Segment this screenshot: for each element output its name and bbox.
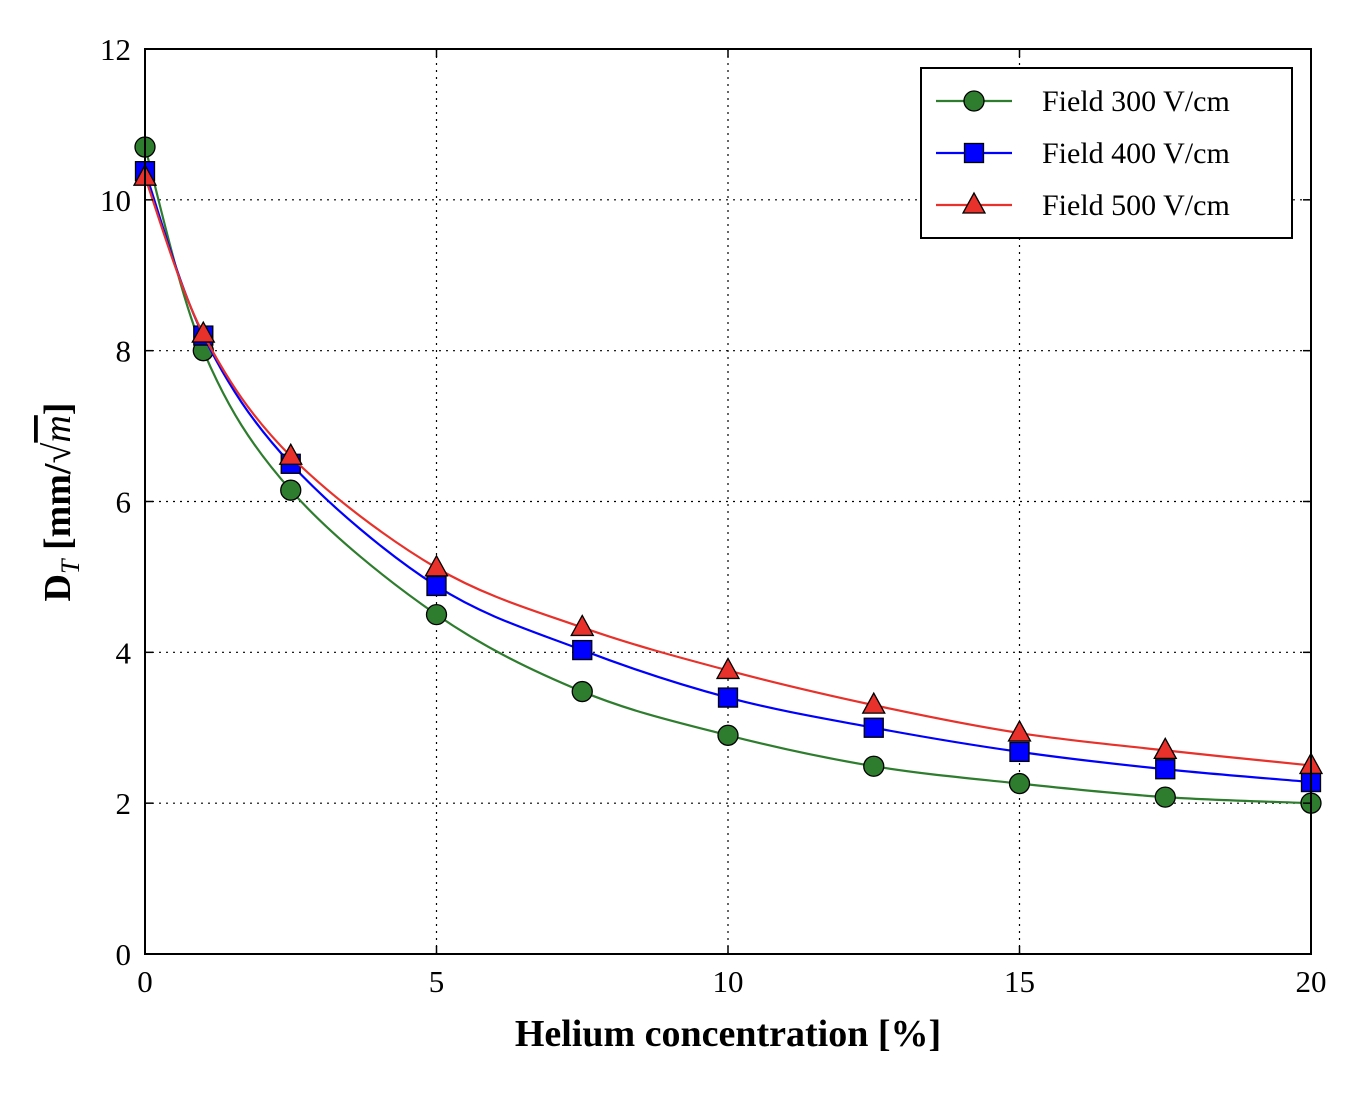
legend-marker [963, 90, 985, 112]
data-point-field-400-v-cm [572, 639, 593, 661]
data-point-field-500-v-cm [1153, 737, 1178, 760]
x-tick-label: 5 [429, 964, 445, 999]
x-tick-label: 15 [1004, 964, 1035, 999]
data-point-field-300-v-cm [425, 603, 448, 626]
y-axis-label: DT [mm/√m] [37, 403, 85, 602]
data-point-field-300-v-cm [280, 479, 302, 501]
legend-item-field-300-v-cm: Field 300 V/cm [936, 85, 1230, 118]
x-tick-label: 10 [713, 964, 744, 999]
series-line-field-400-v-cm [143, 170, 1312, 784]
data-point-field-300-v-cm [571, 680, 593, 703]
data-point-field-300-v-cm [717, 724, 739, 746]
legend-label: Field 500 V/cm [1042, 189, 1230, 222]
y-axis-label-variable: m [37, 415, 79, 442]
data-point-field-400-v-cm [426, 575, 447, 597]
legend-marker [963, 142, 985, 164]
data-point-field-500-v-cm [861, 691, 886, 714]
y-tick-label: 12 [100, 32, 131, 67]
data-point-field-300-v-cm [863, 755, 885, 777]
legend-label: Field 300 V/cm [1042, 85, 1230, 118]
data-point-field-500-v-cm [570, 614, 595, 637]
grid [145, 49, 1311, 954]
y-axis-label-unit-suffix: ] [37, 403, 79, 416]
data-point-field-400-v-cm [1009, 741, 1030, 763]
series-line-field-300-v-cm [143, 146, 1312, 805]
data-point-field-400-v-cm [863, 717, 884, 738]
y-tick-label: 6 [116, 485, 132, 520]
y-axis-label-unit-prefix: [mm/ [37, 463, 79, 559]
series-line-field-500-v-cm [143, 176, 1312, 767]
legend-item-field-500-v-cm: Field 500 V/cm [936, 189, 1230, 222]
data-point-field-300-v-cm [1154, 786, 1176, 808]
data-point-field-300-v-cm [1008, 772, 1031, 795]
y-axis-label-root: √ [37, 443, 79, 464]
series-layer [132, 136, 1324, 814]
y-tick-label: 0 [116, 937, 132, 972]
x-tick-label: 20 [1296, 964, 1327, 999]
y-tick-label: 4 [116, 635, 132, 670]
axis-ticks: 0 5 10 15 20 0 2 4 6 8 10 12 [100, 32, 1327, 999]
data-point-field-500-v-cm [278, 442, 303, 465]
data-point-field-500-v-cm [1007, 719, 1032, 742]
y-tick-label: 10 [100, 183, 131, 218]
legend: Field 300 V/cm Field 400 V/cm Field 500 V/… [920, 67, 1293, 239]
y-axis-label-subscript: T [56, 558, 85, 574]
y-tick-label: 8 [116, 334, 132, 369]
y-axis-label-main: D [37, 574, 79, 601]
x-tick-label: 0 [137, 964, 153, 999]
series-field-300-v-cm [134, 136, 1322, 814]
data-point-field-400-v-cm [1155, 759, 1176, 780]
legend-item-field-400-v-cm: Field 400 V/cm [936, 137, 1230, 170]
data-point-field-400-v-cm [717, 687, 739, 708]
y-tick-label: 2 [116, 786, 132, 821]
x-axis-label: Helium concentration [%] [515, 1013, 941, 1055]
legend-label: Field 400 V/cm [1042, 137, 1230, 170]
data-point-field-500-v-cm [424, 554, 449, 577]
legend-marker [961, 191, 987, 214]
data-point-field-500-v-cm [715, 657, 741, 680]
data-point-field-500-v-cm [191, 320, 216, 343]
